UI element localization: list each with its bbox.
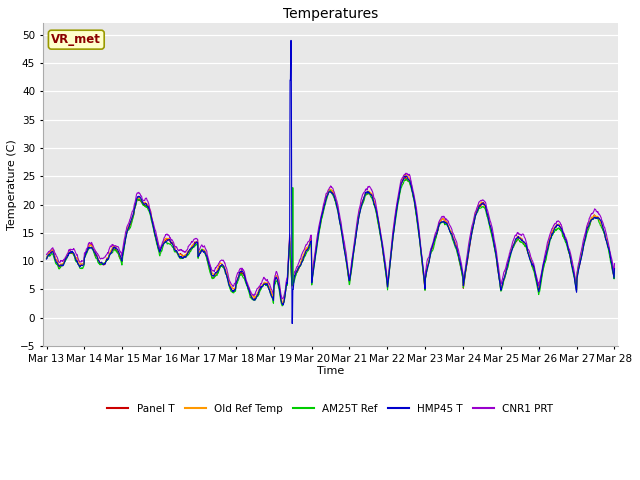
HMP45 T [232,279,240,285]
AM25T Ref [403,177,411,182]
Old Ref Temp [420,270,428,276]
CNR1 PRT [403,170,411,176]
Line: HMP45 T: HMP45 T [47,40,614,324]
AM25T Ref [232,282,240,288]
Panel T [155,247,163,253]
CNR1 PRT [169,238,177,244]
HMP45 T [544,246,552,252]
Panel T [494,266,502,272]
X-axis label: Time: Time [317,367,344,376]
AM25T Ref [611,266,618,272]
CNR1 PRT [544,239,552,244]
HMP45 T [155,247,163,252]
CNR1 PRT [43,252,51,257]
Old Ref Temp [43,255,51,261]
Old Ref Temp [544,243,552,249]
Old Ref Temp [279,300,287,305]
Panel T [544,243,552,249]
Old Ref Temp [232,280,240,286]
Y-axis label: Temperature (C): Temperature (C) [7,139,17,230]
Line: CNR1 PRT: CNR1 PRT [47,173,614,299]
CNR1 PRT [232,274,240,280]
Title: Temperatures: Temperatures [283,7,378,21]
Old Ref Temp [402,171,410,177]
Panel T [420,271,428,276]
AM25T Ref [544,248,552,254]
Text: VR_met: VR_met [51,33,101,46]
Panel T [278,301,286,307]
HMP45 T [494,265,502,271]
AM25T Ref [420,272,428,278]
HMP45 T [611,266,618,272]
Panel T [43,255,51,261]
Panel T [611,266,618,272]
Old Ref Temp [169,241,177,247]
HMP45 T [287,37,294,43]
CNR1 PRT [278,296,286,302]
Panel T [169,240,177,246]
HMP45 T [288,321,296,326]
CNR1 PRT [155,243,163,249]
HMP45 T [169,242,177,248]
Line: Old Ref Temp: Old Ref Temp [47,174,614,302]
Old Ref Temp [155,244,163,250]
AM25T Ref [155,250,163,255]
Old Ref Temp [611,265,618,271]
Line: Panel T: Panel T [47,177,614,304]
Line: AM25T Ref: AM25T Ref [47,180,614,306]
CNR1 PRT [420,268,428,274]
Panel T [402,174,410,180]
AM25T Ref [278,303,286,309]
AM25T Ref [169,244,177,250]
AM25T Ref [494,265,502,271]
AM25T Ref [43,255,51,261]
Old Ref Temp [494,264,502,270]
HMP45 T [43,256,51,262]
Panel T [232,280,240,286]
HMP45 T [420,270,428,276]
CNR1 PRT [611,261,618,266]
Legend: Panel T, Old Ref Temp, AM25T Ref, HMP45 T, CNR1 PRT: Panel T, Old Ref Temp, AM25T Ref, HMP45 … [103,400,557,418]
CNR1 PRT [494,259,502,265]
